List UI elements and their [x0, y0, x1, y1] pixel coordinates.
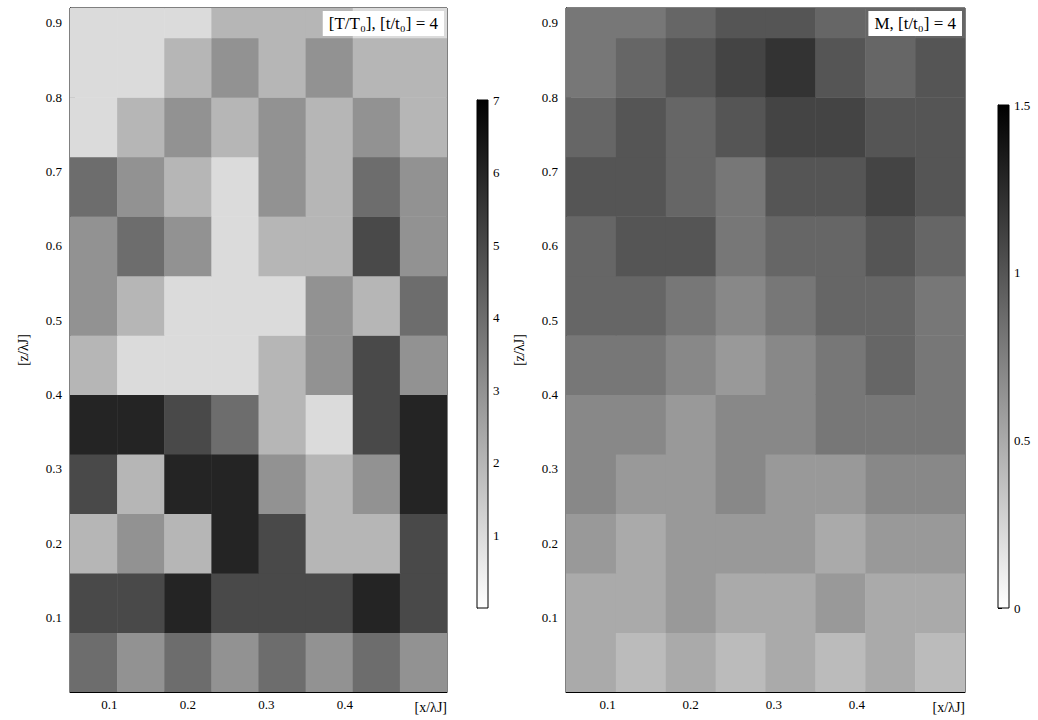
svg-text:0.9: 0.9 [542, 15, 558, 30]
svg-text:0.4: 0.4 [46, 387, 63, 402]
svg-text:[T/T₀], [t/t₀] = 4: [T/T₀], [t/t₀] = 4 [329, 14, 439, 33]
svg-text:4: 4 [493, 310, 500, 325]
svg-text:0.1: 0.1 [101, 697, 117, 712]
svg-text:5: 5 [493, 238, 500, 253]
svg-text:0.2: 0.2 [542, 536, 558, 551]
svg-text:0.8: 0.8 [46, 90, 62, 105]
svg-text:0.1: 0.1 [46, 610, 62, 625]
svg-text:3: 3 [493, 383, 500, 398]
svg-text:1: 1 [1014, 265, 1021, 280]
svg-text:0.3: 0.3 [258, 697, 274, 712]
svg-text:0.8: 0.8 [542, 90, 558, 105]
svg-text:0.1: 0.1 [542, 610, 558, 625]
svg-text:0.6: 0.6 [542, 238, 559, 253]
svg-text:0.7: 0.7 [46, 164, 63, 179]
svg-text:0.5: 0.5 [542, 313, 558, 328]
svg-text:0: 0 [1014, 601, 1021, 616]
svg-text:0.5: 0.5 [46, 313, 62, 328]
svg-text:1: 1 [493, 528, 500, 543]
svg-text:M, [t/t₀] = 4: M, [t/t₀] = 4 [874, 14, 956, 33]
svg-text:7: 7 [493, 93, 500, 108]
svg-text:[x/λJ]: [x/λJ] [415, 700, 447, 715]
svg-text:[x/λJ]: [x/λJ] [933, 700, 965, 715]
svg-text:1.5: 1.5 [1014, 98, 1030, 113]
svg-text:2: 2 [493, 455, 500, 470]
svg-text:0.3: 0.3 [46, 461, 62, 476]
svg-text:0.6: 0.6 [46, 238, 63, 253]
svg-text:0.4: 0.4 [849, 697, 866, 712]
svg-text:0.9: 0.9 [46, 15, 62, 30]
svg-text:0.4: 0.4 [337, 697, 354, 712]
svg-text:0.7: 0.7 [542, 164, 559, 179]
svg-text:[z/λJ]: [z/λJ] [512, 334, 527, 366]
svg-text:0.2: 0.2 [180, 697, 196, 712]
svg-text:[z/λJ]: [z/λJ] [16, 334, 31, 366]
svg-text:0.2: 0.2 [683, 697, 699, 712]
svg-text:0.1: 0.1 [599, 697, 615, 712]
svg-text:0.2: 0.2 [46, 536, 62, 551]
svg-text:0.3: 0.3 [766, 697, 782, 712]
svg-text:0.4: 0.4 [542, 387, 559, 402]
svg-text:0.5: 0.5 [1014, 433, 1030, 448]
svg-text:0.3: 0.3 [542, 461, 558, 476]
svg-text:6: 6 [493, 165, 500, 180]
